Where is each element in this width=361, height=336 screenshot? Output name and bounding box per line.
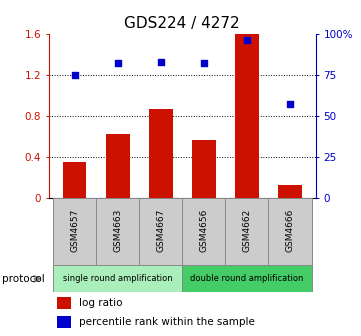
Text: GSM4657: GSM4657 bbox=[70, 209, 79, 252]
Point bbox=[115, 60, 121, 66]
Point bbox=[201, 60, 207, 66]
Bar bbox=[96, 198, 139, 265]
Bar bbox=[149, 109, 173, 198]
Bar bbox=[53, 265, 182, 292]
Text: GSM4666: GSM4666 bbox=[286, 209, 295, 252]
Bar bbox=[235, 34, 259, 198]
Text: GSM4667: GSM4667 bbox=[156, 209, 165, 252]
Text: protocol: protocol bbox=[2, 274, 44, 284]
Text: percentile rank within the sample: percentile rank within the sample bbox=[79, 317, 255, 327]
Bar bbox=[182, 198, 225, 265]
Bar bbox=[57, 316, 71, 328]
Bar bbox=[57, 297, 71, 309]
Bar bbox=[106, 134, 130, 198]
Bar bbox=[269, 198, 312, 265]
Text: log ratio: log ratio bbox=[79, 298, 123, 308]
Point bbox=[244, 38, 250, 43]
Bar bbox=[63, 162, 86, 198]
Point bbox=[158, 59, 164, 64]
Title: GDS224 / 4272: GDS224 / 4272 bbox=[125, 16, 240, 31]
Point bbox=[287, 102, 293, 107]
Text: GSM4662: GSM4662 bbox=[243, 209, 251, 252]
Text: single round amplification: single round amplification bbox=[63, 275, 173, 283]
Bar bbox=[53, 198, 96, 265]
Bar bbox=[225, 198, 269, 265]
Bar bbox=[182, 265, 312, 292]
Bar bbox=[192, 139, 216, 198]
Text: double round amplification: double round amplification bbox=[190, 275, 304, 283]
Bar bbox=[139, 198, 182, 265]
Text: GSM4656: GSM4656 bbox=[199, 209, 208, 252]
Text: GSM4663: GSM4663 bbox=[113, 209, 122, 252]
Bar bbox=[278, 185, 302, 198]
Point bbox=[72, 72, 78, 78]
